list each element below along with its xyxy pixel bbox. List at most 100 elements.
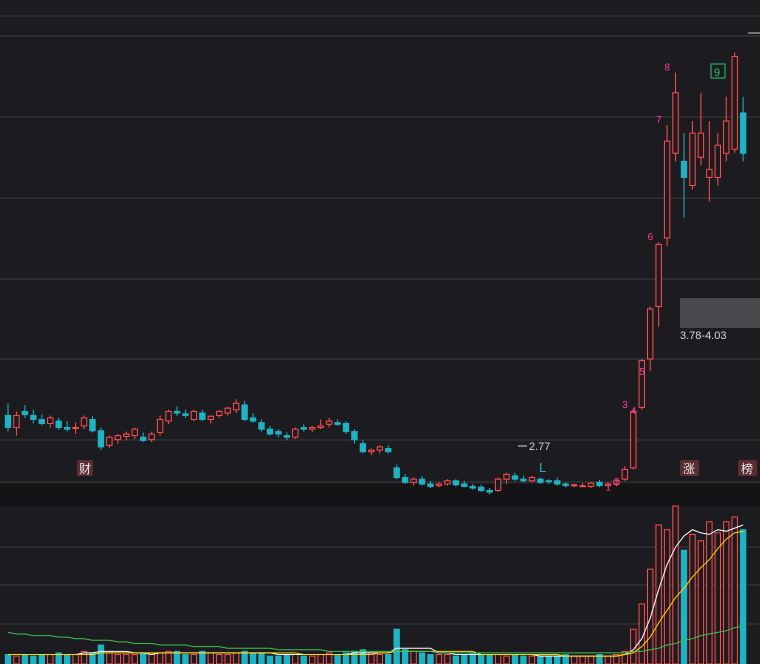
volume-bar [63, 654, 71, 664]
volume-bar [72, 654, 79, 664]
candle [156, 415, 164, 436]
volume-bar [38, 654, 45, 664]
volume-bar [418, 652, 426, 664]
candle-body [156, 418, 164, 433]
signal-box-frame [710, 63, 726, 79]
volume-bar [249, 652, 257, 664]
candle [342, 421, 350, 434]
candle-body [199, 412, 206, 420]
volume-bar [528, 655, 536, 664]
candle [587, 482, 595, 489]
candle-body [131, 428, 138, 437]
volume-bar [30, 655, 37, 664]
candle [38, 414, 45, 426]
candle-body [655, 243, 662, 308]
candle-body [461, 483, 468, 487]
candle-body [613, 480, 620, 485]
candle-body [545, 480, 552, 483]
candle-body [114, 435, 122, 441]
volume-bar [182, 654, 189, 664]
event-tag-bang[interactable]: 榜 [738, 460, 757, 476]
sequence-marker-label: 4 [631, 406, 637, 417]
candle-body [723, 120, 730, 154]
candle [537, 477, 544, 484]
volume-ma-line [7, 625, 744, 654]
candle-body [47, 417, 54, 424]
signal-box-9[interactable]: 9 [710, 63, 726, 79]
candle [520, 475, 527, 483]
candle [528, 475, 536, 483]
candle-body [663, 140, 671, 239]
candle [663, 125, 671, 247]
sequence-marker-label: 3 [622, 400, 628, 411]
candle [435, 482, 443, 488]
volume-bar [317, 654, 324, 664]
candle [275, 429, 282, 438]
candle [579, 483, 586, 488]
candle-body [554, 480, 561, 485]
candle [638, 358, 645, 410]
volume-bar [114, 654, 122, 664]
event-tag-zhang[interactable]: 涨 [680, 460, 699, 476]
candle [325, 417, 333, 428]
volume-bar [554, 655, 561, 664]
candle-body [216, 410, 223, 416]
event-tag-cai[interactable]: 财 [77, 460, 93, 476]
candle-body [444, 480, 451, 485]
candle [511, 472, 519, 481]
candle [249, 413, 257, 423]
volume-bar [545, 655, 552, 664]
candle [4, 403, 12, 432]
candle [630, 409, 637, 470]
volume-bar [562, 654, 569, 664]
candle-body [376, 446, 384, 451]
candle [199, 409, 206, 422]
event-tag-cai-bg [77, 460, 93, 476]
candle [317, 419, 324, 430]
candle [292, 427, 299, 439]
volume-bar [342, 652, 350, 664]
candle-body [342, 423, 350, 433]
volume-bar [401, 649, 409, 664]
volume-bar [359, 649, 367, 664]
candle-body [224, 407, 231, 414]
candle-body [334, 422, 341, 425]
candle-body [520, 478, 527, 482]
low-price-annotation: 2.77 L [518, 441, 550, 475]
candle-body [359, 443, 367, 453]
volume-bars [4, 505, 747, 664]
candle [123, 431, 130, 441]
candle [621, 466, 629, 481]
candle-body [680, 160, 688, 178]
candle [385, 445, 392, 454]
volume-bar [714, 532, 721, 664]
candle [478, 484, 485, 493]
candle [418, 475, 426, 486]
sequence-marker-label: 5 [639, 367, 645, 378]
volume-bar [275, 655, 282, 664]
candle [452, 479, 460, 487]
volume-bar [266, 655, 274, 664]
candle [401, 474, 409, 484]
candle-body [494, 478, 502, 491]
candle [148, 431, 155, 443]
event-tag-bang-label: 榜 [741, 461, 753, 476]
candle-body [638, 360, 645, 408]
candle-body [351, 431, 358, 441]
candle [241, 400, 248, 422]
candle [494, 477, 502, 493]
volume-bar [604, 655, 612, 664]
candle [216, 409, 223, 418]
candle [697, 92, 705, 166]
candle-body [292, 428, 299, 438]
range-box[interactable]: 3.78-4.03 [680, 298, 760, 342]
volume-bar [97, 644, 105, 664]
candle-body [4, 414, 12, 429]
candle [604, 482, 612, 488]
candle [376, 445, 384, 454]
volume-bar [13, 655, 20, 664]
candle-body [258, 422, 265, 430]
volume-bar [461, 654, 468, 664]
